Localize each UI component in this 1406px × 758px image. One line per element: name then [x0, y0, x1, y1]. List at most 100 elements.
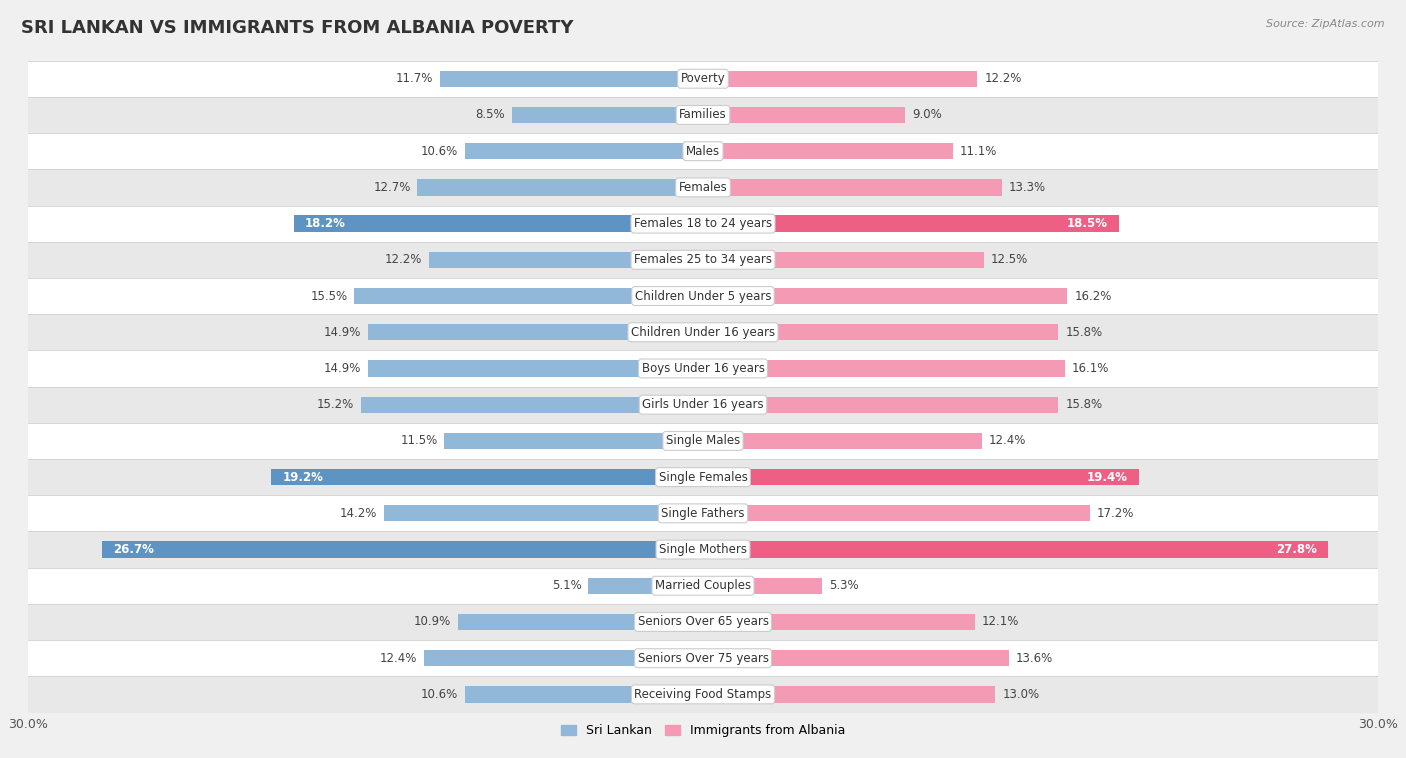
Bar: [103, 541, 703, 558]
Text: 12.7%: 12.7%: [373, 181, 411, 194]
Text: 12.2%: 12.2%: [984, 72, 1022, 85]
Bar: [703, 686, 995, 703]
Bar: [28, 205, 1378, 242]
Text: Families: Families: [679, 108, 727, 121]
Text: 9.0%: 9.0%: [912, 108, 942, 121]
Text: Poverty: Poverty: [681, 72, 725, 85]
Text: 5.3%: 5.3%: [830, 579, 859, 592]
Text: SRI LANKAN VS IMMIGRANTS FROM ALBANIA POVERTY: SRI LANKAN VS IMMIGRANTS FROM ALBANIA PO…: [21, 19, 574, 37]
Bar: [28, 133, 1378, 169]
Text: 12.2%: 12.2%: [384, 253, 422, 266]
Bar: [703, 288, 1067, 304]
Text: Children Under 16 years: Children Under 16 years: [631, 326, 775, 339]
Bar: [28, 676, 1378, 713]
Bar: [28, 531, 1378, 568]
Bar: [28, 640, 1378, 676]
Text: Receiving Food Stamps: Receiving Food Stamps: [634, 688, 772, 701]
Bar: [368, 360, 703, 377]
Bar: [703, 433, 981, 449]
Bar: [28, 387, 1378, 423]
Text: 11.1%: 11.1%: [959, 145, 997, 158]
Text: 27.8%: 27.8%: [1277, 543, 1317, 556]
Text: 14.2%: 14.2%: [339, 507, 377, 520]
Text: 12.5%: 12.5%: [991, 253, 1028, 266]
Text: 10.6%: 10.6%: [420, 688, 458, 701]
Bar: [703, 578, 823, 594]
Text: 16.1%: 16.1%: [1071, 362, 1109, 375]
Bar: [28, 350, 1378, 387]
Bar: [28, 568, 1378, 604]
Text: 18.2%: 18.2%: [305, 217, 346, 230]
Text: Single Fathers: Single Fathers: [661, 507, 745, 520]
Text: 26.7%: 26.7%: [114, 543, 155, 556]
Bar: [512, 107, 703, 123]
Bar: [28, 97, 1378, 133]
Text: 18.5%: 18.5%: [1067, 217, 1108, 230]
Bar: [703, 179, 1002, 196]
Bar: [28, 242, 1378, 278]
Text: 19.2%: 19.2%: [283, 471, 323, 484]
Bar: [368, 324, 703, 340]
Text: Boys Under 16 years: Boys Under 16 years: [641, 362, 765, 375]
Text: Girls Under 16 years: Girls Under 16 years: [643, 398, 763, 411]
Text: 12.4%: 12.4%: [988, 434, 1026, 447]
Bar: [440, 70, 703, 87]
Bar: [703, 469, 1139, 485]
Text: 5.1%: 5.1%: [551, 579, 582, 592]
Bar: [588, 578, 703, 594]
Text: 14.9%: 14.9%: [323, 362, 361, 375]
Text: 11.7%: 11.7%: [395, 72, 433, 85]
Bar: [703, 215, 1119, 232]
Text: 19.4%: 19.4%: [1087, 471, 1128, 484]
Text: 15.2%: 15.2%: [318, 398, 354, 411]
Text: 8.5%: 8.5%: [475, 108, 505, 121]
Bar: [703, 360, 1066, 377]
Text: Children Under 5 years: Children Under 5 years: [634, 290, 772, 302]
Text: 11.5%: 11.5%: [401, 434, 437, 447]
Bar: [703, 143, 953, 159]
Text: Seniors Over 75 years: Seniors Over 75 years: [637, 652, 769, 665]
Text: 13.3%: 13.3%: [1010, 181, 1046, 194]
Text: 14.9%: 14.9%: [323, 326, 361, 339]
Bar: [384, 505, 703, 522]
Text: Seniors Over 65 years: Seniors Over 65 years: [637, 615, 769, 628]
Bar: [425, 650, 703, 666]
Bar: [354, 288, 703, 304]
Bar: [703, 541, 1329, 558]
Text: 13.0%: 13.0%: [1002, 688, 1039, 701]
Text: Source: ZipAtlas.com: Source: ZipAtlas.com: [1267, 19, 1385, 29]
Text: 10.6%: 10.6%: [420, 145, 458, 158]
Bar: [703, 70, 977, 87]
Bar: [444, 433, 703, 449]
Bar: [458, 614, 703, 630]
Bar: [294, 215, 703, 232]
Text: 10.9%: 10.9%: [413, 615, 451, 628]
Bar: [703, 252, 984, 268]
Text: 15.5%: 15.5%: [311, 290, 347, 302]
Bar: [703, 396, 1059, 413]
Bar: [703, 324, 1059, 340]
Text: Single Females: Single Females: [658, 471, 748, 484]
Text: 12.4%: 12.4%: [380, 652, 418, 665]
Bar: [28, 278, 1378, 314]
Bar: [703, 505, 1090, 522]
Bar: [28, 314, 1378, 350]
Bar: [28, 495, 1378, 531]
Bar: [28, 604, 1378, 640]
Bar: [361, 396, 703, 413]
Legend: Sri Lankan, Immigrants from Albania: Sri Lankan, Immigrants from Albania: [557, 719, 849, 742]
Text: Single Mothers: Single Mothers: [659, 543, 747, 556]
Bar: [418, 179, 703, 196]
Text: 15.8%: 15.8%: [1066, 398, 1102, 411]
Text: Married Couples: Married Couples: [655, 579, 751, 592]
Bar: [703, 650, 1010, 666]
Bar: [703, 614, 976, 630]
Text: 15.8%: 15.8%: [1066, 326, 1102, 339]
Text: 17.2%: 17.2%: [1097, 507, 1135, 520]
Text: 16.2%: 16.2%: [1074, 290, 1112, 302]
Bar: [28, 169, 1378, 205]
Bar: [429, 252, 703, 268]
Text: Females 25 to 34 years: Females 25 to 34 years: [634, 253, 772, 266]
Bar: [464, 686, 703, 703]
Text: Males: Males: [686, 145, 720, 158]
